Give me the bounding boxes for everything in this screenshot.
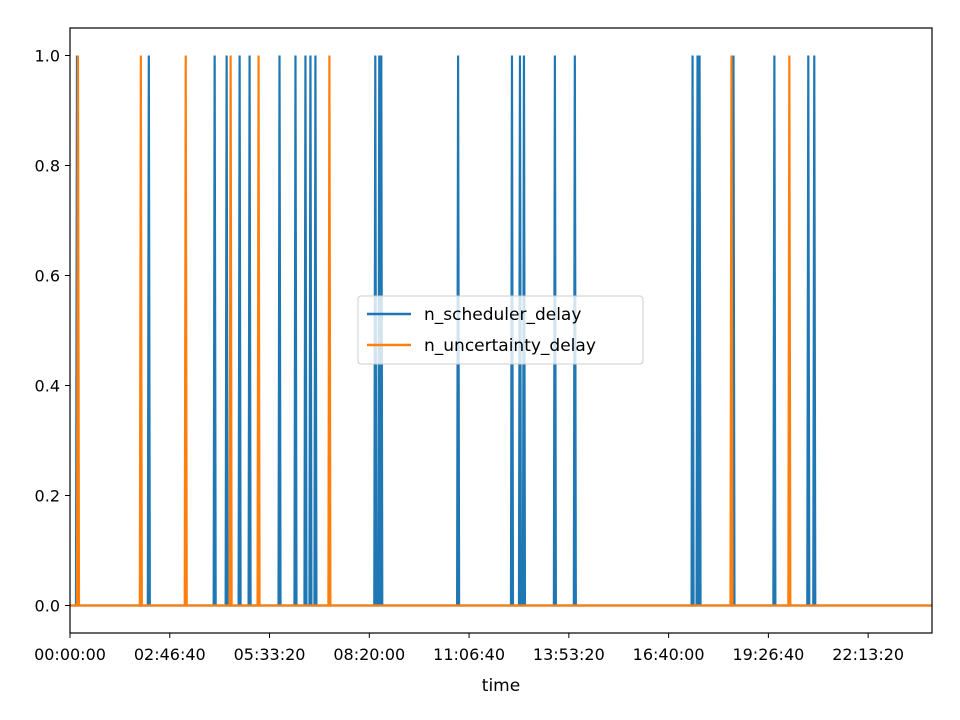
- y-axis: 0.0 0.2 0.4 0.6 0.8 1.0: [35, 47, 70, 616]
- series-layer: [70, 55, 932, 607]
- series-n-scheduler-delay: [70, 55, 932, 607]
- x-axis-label: time: [482, 676, 520, 696]
- x-tick-label: 00:00:00: [34, 645, 106, 664]
- y-tick-label: 1.0: [35, 47, 60, 66]
- x-tick-label: 02:46:40: [134, 645, 206, 664]
- x-tick-label: 22:13:20: [832, 645, 904, 664]
- y-tick-label: 0.4: [35, 377, 60, 396]
- x-tick-label: 05:33:20: [234, 645, 306, 664]
- series-line-n-scheduler-delay: [70, 55, 932, 607]
- legend: n_scheduler_delay n_uncertainty_delay: [357, 295, 644, 365]
- x-tick-label: 13:53:20: [533, 645, 605, 664]
- y-tick-label: 0.8: [35, 157, 60, 176]
- legend-box: [357, 295, 644, 365]
- series-n-uncertainty-delay: [70, 55, 932, 607]
- plot-frame: [69, 27, 933, 634]
- y-tick-label: 0.2: [35, 487, 60, 506]
- x-tick-label: 11:06:40: [433, 645, 505, 664]
- x-tick-label: 08:20:00: [333, 645, 405, 664]
- y-tick-label: 0.6: [35, 267, 60, 286]
- series-line-n-uncertainty-delay: [70, 55, 932, 607]
- legend-label-n-uncertainty-delay: n_uncertainty_delay: [424, 336, 596, 356]
- y-tick-label: 0.0: [35, 597, 60, 616]
- x-tick-label: 16:40:00: [633, 645, 705, 664]
- legend-label-n-scheduler-delay: n_scheduler_delay: [424, 305, 581, 325]
- x-tick-label: 19:26:40: [732, 645, 804, 664]
- x-axis: 00:00:00 02:46:40 05:33:20 08:20:00 11:06:40…: [34, 633, 904, 664]
